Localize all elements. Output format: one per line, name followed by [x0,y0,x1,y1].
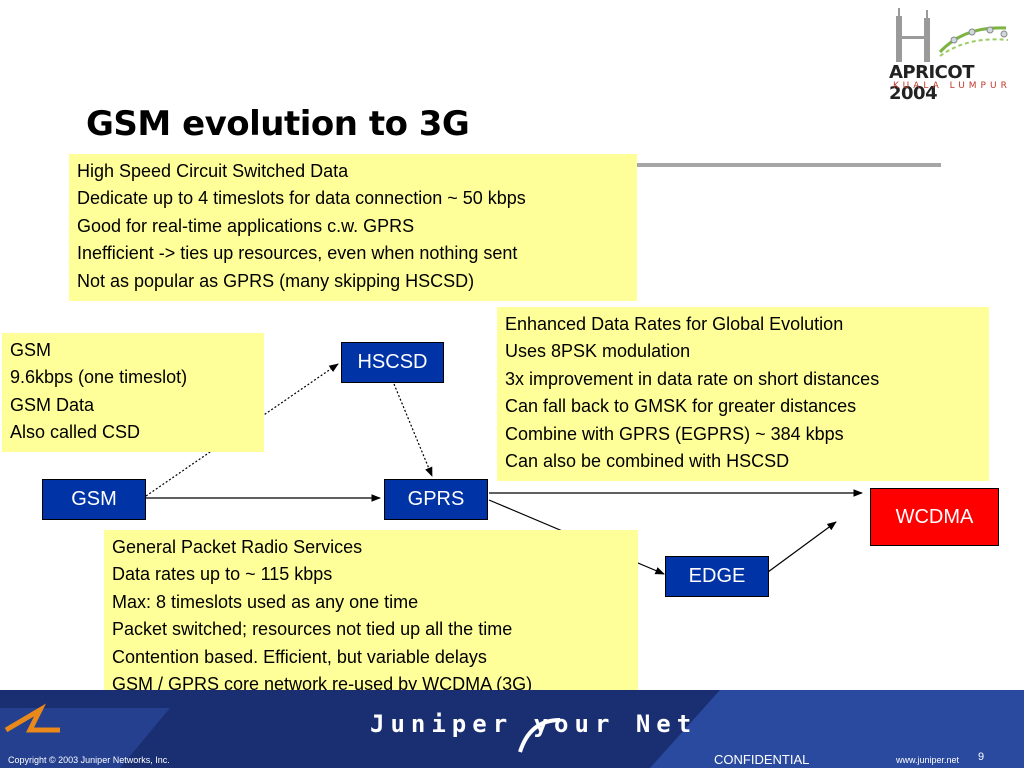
note-gprs-head: General Packet Radio Services [112,537,363,557]
note-edge: Enhanced Data Rates for Global Evolution… [497,307,989,481]
note-gprs-line: Packet switched; resources not tied up a… [112,619,513,640]
note-gsm-line: Also called CSD [10,422,141,443]
note-edge-head: Enhanced Data Rates for Global Evolution [505,314,844,334]
note-hscsd-line: Dedicate up to 4 timeslots for data conn… [77,188,526,209]
footer-band [0,690,1024,768]
note-gprs-line: Max: 8 timeslots used as any one time [112,591,419,612]
node-gprs: GPRS [384,479,488,520]
title-rule [630,163,941,167]
note-edge-line: 3x improvement in data rate on short dis… [505,368,880,389]
note-gprs: General Packet Radio Services Data rates… [104,530,638,703]
note-edge-line: Can also be combined with HSCSD [505,451,790,472]
note-hscsd-line: Good for real-time applications c.w. GPR… [77,215,415,236]
note-gsm-head: GSM [10,340,52,360]
footer-confidential: CONFIDENTIAL [714,752,810,767]
footer-copyright: Copyright © 2003 Juniper Networks, Inc. [8,755,170,765]
node-gsm: GSM [42,479,146,520]
apricot-logo-icon [896,8,1009,62]
page-number: 9 [978,751,985,763]
logo-subtitle: KUALA LUMPUR [893,81,1011,91]
footer-url: www.juniper.net [896,755,960,765]
note-edge-line: Combine with GPRS (EGPRS) ~ 384 kbps [505,423,844,444]
footer-swoosh-icon [0,690,1024,768]
note-hscsd-line: Not as popular as GPRS (many skipping HS… [77,270,475,291]
note-hscsd-line: Inefficient -> ties up resources, even w… [77,243,518,264]
note-gsm-line: GSM Data [10,394,95,415]
node-hscsd: HSCSD [341,342,444,383]
node-wcdma: WCDMA [870,488,999,546]
logo-title: APRICOT 2004 [889,62,974,104]
arrow-hscsd-gprs [393,383,433,477]
note-edge-line: Can fall back to GMSK for greater distan… [505,396,857,417]
note-gprs-line: Contention based. Efficient, but variabl… [112,646,487,667]
note-hscsd-head: High Speed Circuit Switched Data [77,161,349,181]
note-gsm-line: 9.6kbps (one timeslot) [10,367,188,388]
slide-title: GSM evolution to 3G [86,104,470,144]
note-gprs-line: GSM / GPRS core network re-used by WCDMA… [112,674,533,695]
footer-brand: Juniper your Net [370,710,698,738]
note-gprs-line: Data rates up to ~ 115 kbps [112,564,333,585]
arrow-edge-wcdma [767,521,837,573]
node-edge: EDGE [665,556,769,597]
note-hscsd: High Speed Circuit Switched Data Dedicat… [69,154,637,301]
note-gsm: GSM 9.6kbps (one timeslot) GSM Data Also… [2,333,264,452]
note-edge-line: Uses 8PSK modulation [505,341,691,362]
